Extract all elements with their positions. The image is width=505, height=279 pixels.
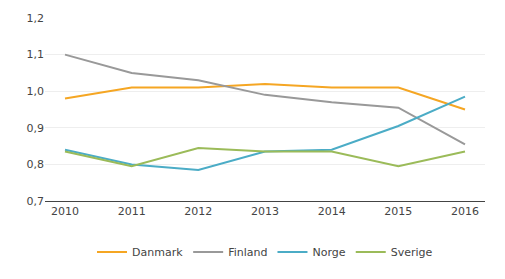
svg-text:0,9: 0,9 <box>27 122 45 135</box>
svg-text:Norge: Norge <box>312 246 345 259</box>
svg-text:Finland: Finland <box>228 246 267 259</box>
svg-text:1,2: 1,2 <box>27 12 45 25</box>
svg-text:1,0: 1,0 <box>27 85 45 98</box>
svg-text:2013: 2013 <box>251 205 279 218</box>
svg-text:2012: 2012 <box>184 205 212 218</box>
svg-text:0,8: 0,8 <box>27 158 45 171</box>
svg-text:2011: 2011 <box>118 205 146 218</box>
svg-text:2015: 2015 <box>384 205 412 218</box>
svg-text:2014: 2014 <box>318 205 346 218</box>
svg-text:Danmark: Danmark <box>132 246 183 259</box>
svg-text:2010: 2010 <box>51 205 79 218</box>
svg-text:0,7: 0,7 <box>27 195 45 208</box>
svg-text:1,1: 1,1 <box>27 48 45 61</box>
svg-text:2016: 2016 <box>451 205 479 218</box>
svg-text:Sverige: Sverige <box>391 246 433 259</box>
